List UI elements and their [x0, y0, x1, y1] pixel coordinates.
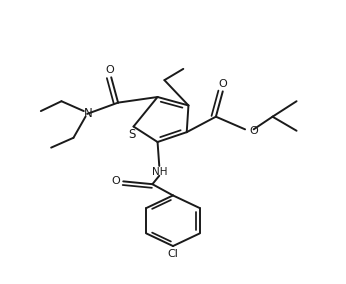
- Text: S: S: [128, 128, 136, 141]
- Text: O: O: [218, 79, 227, 89]
- Text: NH: NH: [152, 166, 167, 177]
- Text: O: O: [249, 126, 258, 136]
- Text: Cl: Cl: [167, 249, 179, 260]
- Text: N: N: [83, 107, 92, 120]
- Text: O: O: [105, 65, 114, 75]
- Text: O: O: [111, 176, 120, 186]
